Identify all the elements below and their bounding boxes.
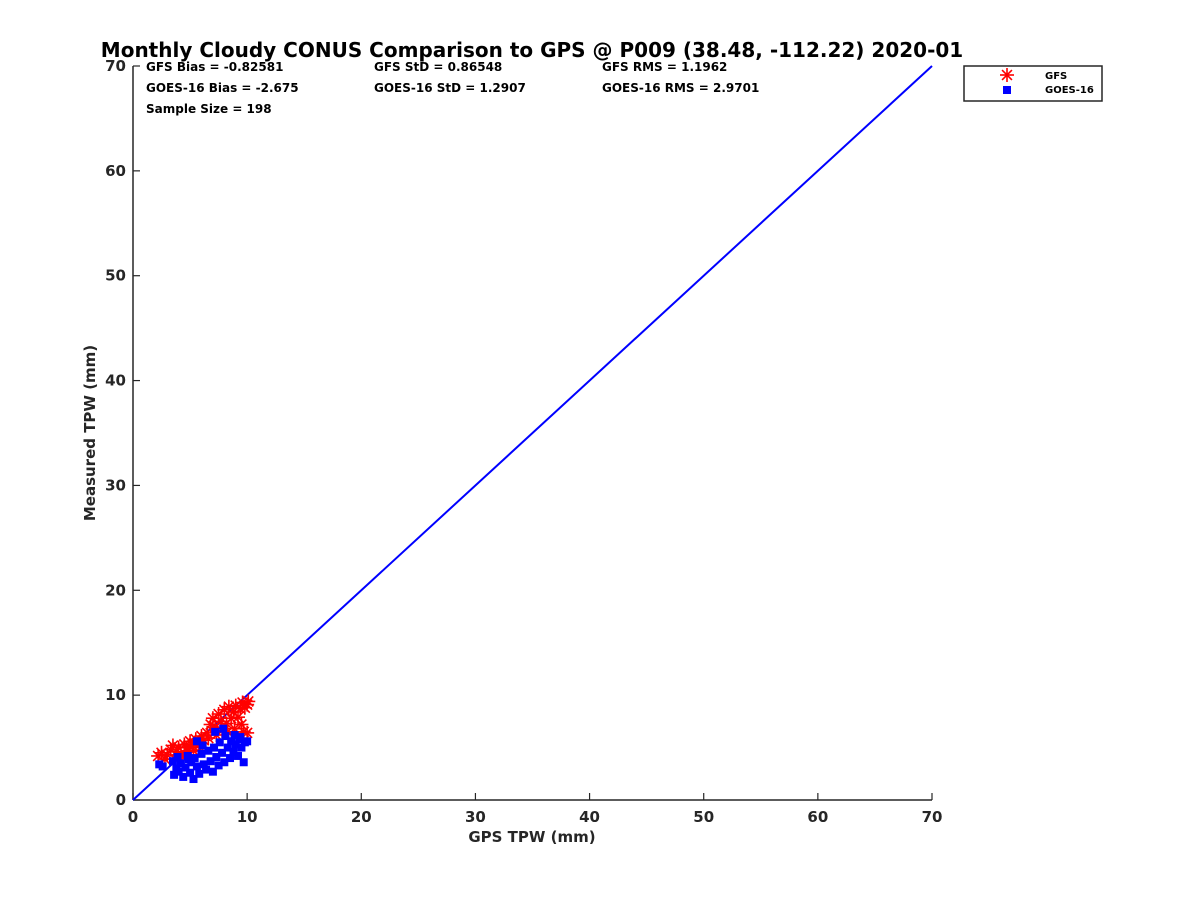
goes-16-point xyxy=(204,746,213,755)
goes-16-point xyxy=(173,753,182,762)
goes-16-point xyxy=(197,749,206,758)
goes-16-point xyxy=(189,775,198,784)
gfs-point xyxy=(241,694,256,709)
goes-16-point xyxy=(174,767,183,776)
legend: GFS GOES-16 xyxy=(963,65,1103,102)
stat-goes-std: GOES-16 StD = 1.2907 xyxy=(374,81,526,95)
goes-16-point xyxy=(210,743,219,752)
stat-sample-size: Sample Size = 198 xyxy=(146,102,272,116)
x-axis-label: GPS TPW (mm) xyxy=(468,828,595,846)
goes-16-point xyxy=(212,753,221,762)
goes-16-point xyxy=(215,738,224,747)
goes-16-point xyxy=(214,761,223,770)
y-tick-label: 30 xyxy=(105,476,126,494)
goes-16-point xyxy=(176,759,185,768)
y-tick-label: 10 xyxy=(105,686,126,704)
stat-gfs-bias: GFS Bias = -0.82581 xyxy=(146,60,283,74)
legend-goes-label: GOES-16 xyxy=(1045,85,1094,96)
goes-16-point xyxy=(158,762,167,771)
x-tick-label: 70 xyxy=(922,808,943,826)
goes-16-point xyxy=(181,763,190,772)
data-points xyxy=(151,694,256,784)
series-goes-16 xyxy=(155,724,252,784)
goes-16-point xyxy=(226,754,235,763)
goes-16-point xyxy=(243,737,252,746)
y-axis-label: Measured TPW (mm) xyxy=(81,345,99,521)
goes-16-point xyxy=(239,758,248,767)
goes-16-point xyxy=(206,757,215,766)
goes-16-point xyxy=(199,760,208,769)
goes-16-point xyxy=(190,754,199,763)
goes-16-point xyxy=(211,727,220,736)
goes-16-point xyxy=(218,748,227,757)
goes-16-point xyxy=(223,743,232,752)
x-tick-label: 0 xyxy=(128,808,138,826)
legend-gfs-marker xyxy=(1000,68,1014,82)
chart-title: Monthly Cloudy CONUS Comparison to GPS @… xyxy=(101,38,963,62)
legend-goes-marker xyxy=(1003,86,1011,94)
goes-16-point xyxy=(237,743,246,752)
goes-16-point xyxy=(186,768,195,777)
legend-goes-square xyxy=(1003,86,1011,94)
goes-16-point xyxy=(230,730,239,739)
stat-goes-bias: GOES-16 Bias = -2.675 xyxy=(146,81,299,95)
goes-16-point xyxy=(195,769,204,778)
goes-16-point xyxy=(219,724,228,733)
goes-16-point xyxy=(231,740,240,749)
goes-16-point xyxy=(198,741,207,750)
x-tick-label: 20 xyxy=(351,808,372,826)
goes-16-point xyxy=(170,770,179,779)
statistics-block: GFS Bias = -0.82581 GFS StD = 0.86548 GF… xyxy=(146,60,759,116)
y-tick-label: 20 xyxy=(105,581,126,599)
stat-gfs-rms: GFS RMS = 1.1962 xyxy=(602,60,727,74)
goes-16-point xyxy=(192,762,201,771)
x-tick-label: 10 xyxy=(237,808,258,826)
goes-16-point xyxy=(179,772,188,781)
goes-16-point xyxy=(168,757,177,766)
y-tick-label: 40 xyxy=(105,372,126,390)
goes-16-point xyxy=(236,733,245,742)
goes-16-point xyxy=(220,758,229,767)
x-ticks: 0 10 20 30 40 50 60 70 xyxy=(128,793,943,826)
stat-goes-rms: GOES-16 RMS = 2.9701 xyxy=(602,81,759,95)
stat-gfs-std: GFS StD = 0.86548 xyxy=(374,60,502,74)
gfs-point xyxy=(201,731,216,746)
x-tick-label: 60 xyxy=(807,808,828,826)
x-tick-label: 50 xyxy=(693,808,714,826)
goes-16-point xyxy=(227,737,236,746)
x-tick-label: 40 xyxy=(579,808,600,826)
goes-16-point xyxy=(208,767,217,776)
goes-16-point xyxy=(184,755,193,764)
goes-16-point xyxy=(221,732,230,741)
legend-box xyxy=(963,65,1103,102)
y-tick-label: 50 xyxy=(105,267,126,285)
goes-16-point xyxy=(229,747,238,756)
y-ticks: 0 10 20 30 40 50 60 70 xyxy=(105,57,140,809)
x-tick-label: 30 xyxy=(465,808,486,826)
goes-16-point xyxy=(202,765,211,774)
axes xyxy=(132,66,932,801)
legend-gfs-label: GFS xyxy=(1045,71,1067,82)
goes-16-point xyxy=(234,751,243,760)
goes-16-point xyxy=(192,737,201,746)
y-tick-label: 60 xyxy=(105,162,126,180)
legend-gfs-asterisk xyxy=(1000,68,1014,82)
y-tick-label: 0 xyxy=(116,791,126,809)
identity-reference-line xyxy=(132,65,933,801)
y-tick-label: 70 xyxy=(105,57,126,75)
